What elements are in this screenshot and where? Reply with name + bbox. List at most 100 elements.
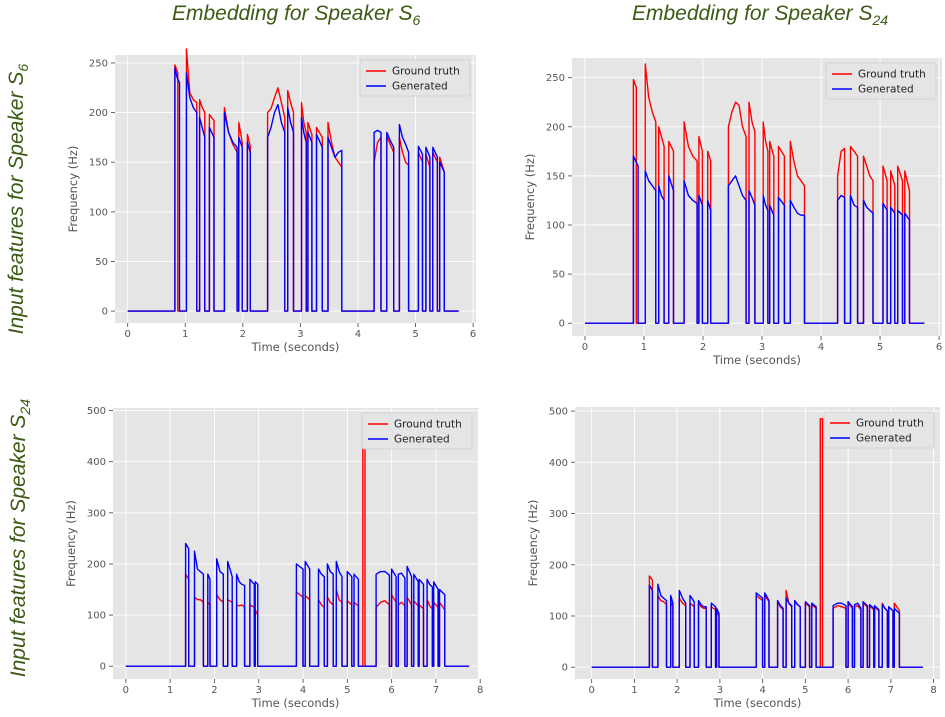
column-title-right: Embedding for Speaker S24 bbox=[632, 2, 888, 28]
x-tick-label: 3 bbox=[256, 685, 262, 696]
legend-box bbox=[361, 412, 473, 450]
y-tick-label: 500 bbox=[87, 406, 106, 417]
column-title-left-text: Embedding for Speaker S bbox=[172, 2, 413, 25]
y-tick-label: 150 bbox=[546, 171, 565, 182]
y-tick-label: 0 bbox=[562, 663, 568, 674]
x-tick-label: 3 bbox=[759, 342, 765, 353]
x-tick-label: 2 bbox=[700, 342, 706, 353]
y-tick-label: 0 bbox=[102, 307, 108, 318]
legend-label: Generated bbox=[858, 84, 914, 96]
y-tick-label: 300 bbox=[549, 509, 568, 520]
x-tick-label: 6 bbox=[936, 342, 942, 353]
legend-label: Ground truth bbox=[394, 419, 462, 431]
x-tick-label: 4 bbox=[818, 342, 824, 353]
x-axis-label: Time (seconds) bbox=[251, 696, 340, 710]
x-tick-label: 0 bbox=[124, 329, 130, 340]
x-tick-label: 0 bbox=[588, 685, 594, 696]
y-axis-label: Frequency (Hz) bbox=[66, 146, 80, 233]
chart-svg: 0 1 2 3 4 5 6 0 50 100 150 200 250 Time (seconds) Freq… bbox=[523, 58, 942, 367]
legend-label: Ground truth bbox=[858, 69, 926, 81]
plot-top-left: 0 1 2 3 4 5 6 0 50 100 150 200 250 Time (seconds) Freq… bbox=[66, 48, 476, 354]
plot-background bbox=[113, 408, 478, 679]
legend: Ground truth Generated bbox=[359, 59, 471, 97]
x-tick-label: 1 bbox=[167, 685, 173, 696]
chart-svg: 0 1 2 3 4 5 6 7 8 0 100 200 300 400 500 Time (seconds) F… bbox=[64, 406, 483, 710]
x-tick-label: 0 bbox=[123, 685, 129, 696]
y-axis-label: Frequency (Hz) bbox=[526, 500, 540, 587]
y-tick-label: 100 bbox=[546, 220, 565, 231]
legend: Ground truth Generated bbox=[823, 411, 935, 449]
chart-svg: 0 1 2 3 4 5 6 7 8 0 100 200 300 400 500 Time (seconds) F… bbox=[526, 407, 940, 710]
legend-box bbox=[359, 59, 471, 97]
x-tick-label: 5 bbox=[802, 685, 808, 696]
legend-label: Generated bbox=[394, 434, 450, 446]
x-tick-label: 3 bbox=[717, 685, 723, 696]
x-tick-label: 7 bbox=[888, 685, 894, 696]
x-tick-label: 5 bbox=[877, 342, 883, 353]
column-title-left: Embedding for Speaker S6 bbox=[172, 2, 420, 28]
x-tick-label: 0 bbox=[582, 342, 588, 353]
y-tick-label: 150 bbox=[89, 158, 108, 169]
column-title-left-subscript: 6 bbox=[412, 12, 421, 29]
x-tick-label: 5 bbox=[412, 329, 418, 340]
x-tick-label: 8 bbox=[930, 685, 936, 696]
x-tick-label: 2 bbox=[240, 329, 246, 340]
y-tick-label: 50 bbox=[552, 270, 565, 281]
plot-bottom-right: 0 1 2 3 4 5 6 7 8 0 100 200 300 400 500 Time (seconds) F… bbox=[526, 407, 940, 710]
y-tick-label: 400 bbox=[87, 457, 106, 468]
x-tick-label: 1 bbox=[641, 342, 647, 353]
generated-line bbox=[591, 583, 923, 668]
row-title-top-text: Input features for Speaker S bbox=[4, 71, 28, 335]
x-tick-label: 7 bbox=[433, 685, 439, 696]
plot-bottom-left: 0 1 2 3 4 5 6 7 8 0 100 200 300 400 500 Time (seconds) F… bbox=[64, 406, 483, 710]
y-axis-label: Frequency (Hz) bbox=[64, 500, 78, 587]
legend-label: Ground truth bbox=[392, 66, 460, 78]
grid bbox=[575, 407, 940, 679]
y-tick-label: 250 bbox=[546, 73, 565, 84]
x-tick-label: 6 bbox=[388, 685, 394, 696]
x-tick-label: 4 bbox=[300, 685, 306, 696]
y-axis-label: Frequency (Hz) bbox=[523, 154, 537, 241]
plot-top-right: 0 1 2 3 4 5 6 0 50 100 150 200 250 Time (seconds) Freq… bbox=[523, 58, 942, 367]
y-tick-label: 0 bbox=[559, 319, 565, 330]
y-tick-label: 200 bbox=[546, 122, 565, 133]
column-title-right-text: Embedding for Speaker S bbox=[632, 2, 873, 25]
y-tick-label: 200 bbox=[89, 108, 108, 119]
row-title-bottom: Input features for Speaker S24 bbox=[7, 378, 33, 698]
generated-line bbox=[127, 67, 459, 312]
y-tick-label: 300 bbox=[87, 508, 106, 519]
y-tick-label: 200 bbox=[87, 559, 106, 570]
y-tick-label: 400 bbox=[549, 458, 568, 469]
row-title-bottom-text: Input features for Speaker S bbox=[6, 414, 30, 678]
y-tick-label: 250 bbox=[89, 58, 108, 69]
x-tick-label: 3 bbox=[297, 329, 303, 340]
x-axis-label: Time (seconds) bbox=[713, 696, 802, 710]
legend-label: Generated bbox=[856, 433, 912, 445]
y-tick-label: 200 bbox=[549, 560, 568, 571]
x-tick-label: 6 bbox=[470, 329, 476, 340]
x-tick-label: 4 bbox=[759, 685, 765, 696]
x-axis-label: Time (seconds) bbox=[251, 340, 340, 354]
row-title-bottom-subscript: 24 bbox=[17, 398, 34, 415]
column-title-right-subscript: 24 bbox=[872, 12, 889, 29]
y-tick-label: 0 bbox=[100, 662, 106, 673]
row-title-top-subscript: 6 bbox=[15, 63, 32, 72]
generated-line bbox=[125, 542, 470, 667]
y-tick-label: 100 bbox=[549, 611, 568, 622]
y-tick-label: 100 bbox=[87, 611, 106, 622]
legend-box bbox=[823, 411, 935, 449]
x-tick-label: 2 bbox=[674, 685, 680, 696]
chart-svg: 0 1 2 3 4 5 6 0 50 100 150 200 250 Time (seconds) Freq… bbox=[66, 48, 476, 354]
x-tick-label: 8 bbox=[477, 685, 483, 696]
x-tick-label: 6 bbox=[845, 685, 851, 696]
generated-line bbox=[585, 155, 925, 324]
x-tick-label: 5 bbox=[344, 685, 350, 696]
y-tick-label: 100 bbox=[89, 207, 108, 218]
y-tick-label: 500 bbox=[549, 407, 568, 418]
legend: Ground truth Generated bbox=[825, 62, 937, 100]
x-tick-label: 4 bbox=[355, 329, 361, 340]
x-axis-label: Time (seconds) bbox=[712, 353, 801, 367]
y-tick-label: 50 bbox=[95, 257, 108, 268]
x-tick-label: 1 bbox=[182, 329, 188, 340]
row-title-top: Input features for Speaker S6 bbox=[5, 44, 31, 354]
